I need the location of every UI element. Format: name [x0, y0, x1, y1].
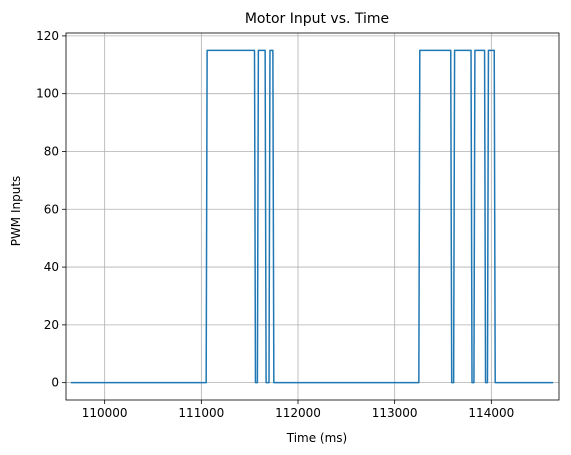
- y-tick-label: 100: [36, 87, 59, 101]
- axes-frame: [65, 32, 560, 401]
- y-tick-label: 40: [44, 260, 59, 274]
- x-axis: 110000 111000 112000 113000 114000: [82, 400, 514, 420]
- y-tick-label: 20: [44, 318, 59, 332]
- series-line: [70, 49, 554, 384]
- y-axis: 0 20 40 60 80 100 120: [36, 29, 66, 390]
- x-tick-label: 113000: [372, 406, 418, 420]
- y-tick-label: 120: [36, 29, 59, 43]
- x-tick-label: 114000: [468, 406, 514, 420]
- series-layer: [70, 49, 554, 384]
- y-tick-label: 60: [44, 202, 59, 216]
- y-tick-label: 0: [51, 376, 59, 390]
- y-tick-label: 80: [44, 144, 59, 158]
- x-tick-label: 111000: [178, 406, 224, 420]
- y-axis-label: PWM Inputs: [9, 176, 23, 247]
- x-tick-label: 110000: [82, 406, 128, 420]
- chart-title: Motor Input vs. Time: [245, 11, 389, 27]
- x-tick-label: 112000: [275, 406, 321, 420]
- x-axis-label: Time (ms): [286, 431, 348, 445]
